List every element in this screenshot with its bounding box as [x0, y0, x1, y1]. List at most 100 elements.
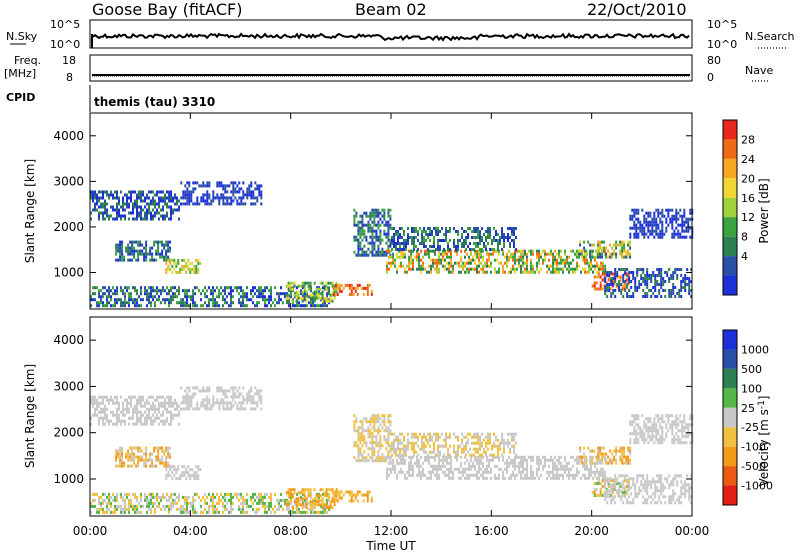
heatmap-cell — [132, 395, 134, 399]
heatmap-cell — [471, 435, 473, 439]
heatmap-cell — [470, 249, 472, 253]
heatmap-cell — [184, 289, 186, 293]
heatmap-cell — [689, 217, 692, 221]
heatmap-cell — [369, 223, 372, 227]
heatmap-cell — [165, 468, 168, 472]
heatmap-cell — [650, 280, 653, 283]
heatmap-cell — [633, 208, 636, 212]
heatmap-cell — [206, 289, 208, 293]
heatmap-cell — [301, 284, 304, 288]
heatmap-cell — [286, 507, 288, 511]
heatmap-cell — [124, 422, 126, 426]
heatmap-cell — [468, 467, 470, 471]
heatmap-cell — [377, 226, 380, 230]
heatmap-cell — [158, 501, 160, 505]
heatmap-cell — [479, 233, 481, 236]
heatmap-cell — [428, 458, 430, 462]
heatmap-cell — [373, 426, 376, 430]
heatmap-cell — [530, 464, 532, 468]
heatmap-cell — [690, 268, 693, 271]
heatmap-cell — [102, 419, 104, 423]
heatmap-cell — [387, 453, 390, 457]
heatmap-cell — [176, 208, 178, 212]
heatmap-cell — [475, 227, 477, 230]
heatmap-cell — [140, 416, 142, 420]
freq-tick-bottom: 8 — [66, 71, 73, 84]
heatmap-cell — [164, 504, 166, 508]
heatmap-cell — [202, 401, 205, 405]
heatmap-cell — [170, 211, 172, 215]
heatmap-cell — [156, 416, 158, 420]
heatmap-cell — [133, 458, 136, 462]
heatmap-cell — [361, 423, 364, 427]
heatmap-cell — [373, 241, 376, 245]
heatmap-cell — [98, 205, 100, 209]
heatmap-cell — [236, 289, 238, 293]
heatmap-cell — [110, 214, 112, 218]
heatmap-cell — [157, 240, 160, 244]
heatmap-cell — [628, 271, 631, 274]
heatmap-cell — [623, 240, 626, 244]
heatmap-cell — [230, 199, 233, 203]
heatmap-cell — [566, 261, 568, 265]
heatmap-cell — [655, 223, 658, 227]
heatmap-cell — [488, 464, 490, 468]
heatmap-cell — [198, 389, 201, 393]
heatmap-cell — [92, 492, 94, 496]
heatmap-cell — [186, 501, 188, 505]
heatmap-cell — [393, 233, 395, 236]
heatmap-cell — [238, 301, 240, 305]
heatmap-cell — [369, 441, 372, 445]
heatmap-cell — [307, 488, 310, 492]
heatmap-cell — [379, 435, 382, 439]
heatmap-cell — [457, 435, 459, 439]
heatmap-cell — [373, 447, 376, 451]
heatmap-cell — [363, 232, 366, 236]
heatmap-cell — [92, 193, 94, 197]
heatmap-cell — [606, 289, 609, 292]
heatmap-cell — [518, 258, 520, 262]
heatmap-cell — [167, 461, 170, 465]
heatmap-cell — [671, 223, 674, 227]
heatmap-cell — [361, 229, 364, 233]
heatmap-cell — [133, 246, 136, 250]
heatmap-cell — [676, 274, 679, 277]
heatmap-cell — [403, 230, 405, 233]
heatmap-cell — [303, 287, 306, 291]
heatmap-cell — [140, 404, 142, 408]
heatmap-cell — [363, 459, 366, 463]
heatmap-cell — [150, 501, 152, 505]
heatmap-cell — [487, 441, 489, 445]
heatmap-cell — [132, 410, 134, 414]
heatmap-cell — [180, 510, 182, 514]
heatmap-cell — [373, 429, 376, 433]
heatmap-cell — [620, 283, 623, 286]
heatmap-cell — [222, 501, 224, 505]
heatmap-cell — [146, 413, 148, 417]
heatmap-cell — [629, 252, 632, 256]
heatmap-cell — [469, 432, 471, 436]
heatmap-cell — [583, 452, 586, 456]
heatmap-cell — [151, 255, 154, 259]
colorbar-tick-label: 8 — [741, 231, 748, 244]
heatmap-cell — [584, 258, 586, 262]
heatmap-cell — [296, 304, 298, 308]
heatmap-cell — [490, 470, 492, 474]
heatmap-cell — [303, 488, 306, 492]
heatmap-cell — [128, 196, 130, 200]
heatmap-cell — [590, 264, 592, 268]
heatmap-cell — [400, 249, 402, 253]
heatmap-cell — [463, 245, 465, 248]
heatmap-cell — [114, 422, 116, 426]
heatmap-cell — [615, 252, 618, 256]
heatmap-cell — [595, 275, 598, 279]
heatmap-cell — [116, 495, 118, 499]
heatmap-cell — [473, 432, 475, 436]
heatmap-cell — [120, 510, 122, 514]
heatmap-cell — [170, 495, 172, 499]
heatmap-cell — [182, 190, 185, 194]
heatmap-cell — [576, 467, 578, 471]
heatmap-cell — [121, 255, 124, 259]
heatmap-cell — [562, 467, 564, 471]
heatmap-cell — [530, 476, 532, 480]
